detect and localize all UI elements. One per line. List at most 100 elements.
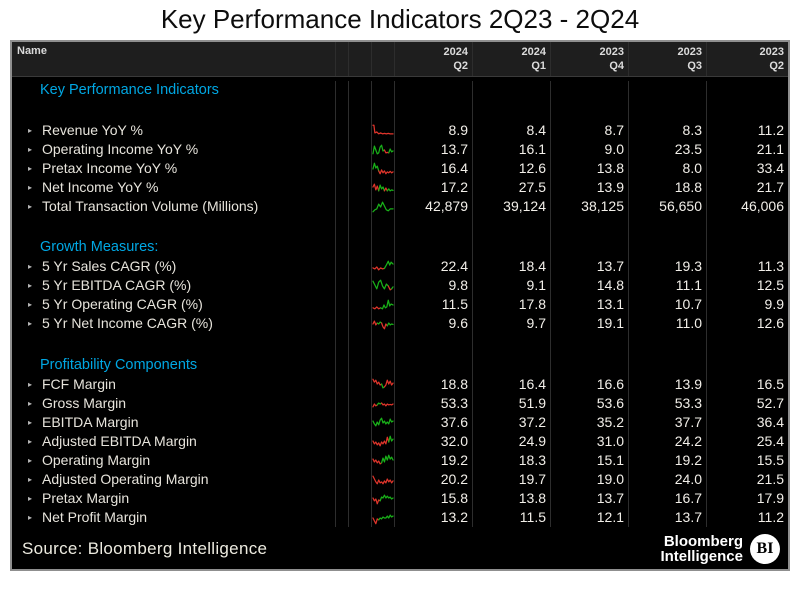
sparkline-chart <box>372 508 395 527</box>
value-cell <box>473 238 551 257</box>
value-cell: 53.3 <box>395 394 473 413</box>
table-row[interactable]: ▸ 5 Yr Net Income CAGR (%) 9.6 9.7 19.1 11.0 1… <box>12 314 788 333</box>
gap-cell <box>349 121 372 140</box>
expand-arrow-icon[interactable]: ▸ <box>28 202 33 211</box>
row-label: Operating Income YoY % <box>42 141 199 157</box>
table-row[interactable]: ▸ FCF Margin 18.8 16.4 16.6 13.9 16.5 <box>12 375 788 394</box>
value-cell: 39,124 <box>473 197 551 216</box>
row-label-cell: ▸ Operating Margin <box>12 451 336 470</box>
header-gap-col-1 <box>336 42 349 76</box>
value-cell <box>629 356 707 375</box>
value-cell <box>473 356 551 375</box>
sparkline-chart <box>372 257 395 276</box>
gap-cell <box>336 451 349 470</box>
expand-arrow-icon[interactable]: ▸ <box>28 399 33 408</box>
value-cell: 37.2 <box>473 413 551 432</box>
row-label: Adjusted EBITDA Margin <box>42 433 197 449</box>
expand-arrow-icon[interactable]: ▸ <box>28 262 33 271</box>
value-cell: 13.7 <box>551 489 629 508</box>
gap-cell <box>349 81 372 100</box>
value-cell: 13.8 <box>551 159 629 178</box>
sparkline-chart <box>372 276 395 295</box>
value-cell <box>395 81 473 100</box>
value-cell: 36.4 <box>756 414 784 430</box>
row-label-cell: ▸ EBITDA Margin <box>12 413 336 432</box>
table-row[interactable]: ▸ Net Income YoY % 17.2 27.5 13.9 18.8 21.7 <box>12 178 788 197</box>
table-row[interactable]: ▸ 5 Yr Sales CAGR (%) 22.4 18.4 13.7 19.3 11.3 <box>12 257 788 276</box>
expand-arrow-icon[interactable]: ▸ <box>28 494 33 503</box>
gap-cell <box>349 159 372 178</box>
table-row[interactable]: ▸ Pretax Income YoY % 16.4 12.6 13.8 8.0 33.4 <box>12 159 788 178</box>
row-label: 5 Yr EBITDA CAGR (%) <box>42 277 192 293</box>
expand-arrow-icon[interactable]: ▸ <box>28 380 33 389</box>
section-header-label: Profitability Components <box>40 357 198 373</box>
table-row[interactable]: ▸ Adjusted EBITDA Margin 32.0 24.9 31.0 24.2 2… <box>12 432 788 451</box>
expand-arrow-icon[interactable]: ▸ <box>28 300 33 309</box>
value-cell: 8.0 <box>629 159 707 178</box>
gap-cell <box>349 257 372 276</box>
expand-arrow-icon[interactable]: ▸ <box>28 145 33 154</box>
row-label-cell: ▸ Adjusted Operating Margin <box>12 470 336 489</box>
row-label: Adjusted Operating Margin <box>42 471 209 487</box>
value-cell: 17.8 <box>473 295 551 314</box>
value-cell: 19.2 <box>629 451 707 470</box>
column-header-2023-Q4: 2023 Q4 <box>551 42 629 76</box>
table-row[interactable]: ▸ 5 Yr EBITDA CAGR (%) 9.8 9.1 14.8 11.1 12.5 <box>12 276 788 295</box>
value-cell: 8.4 <box>473 121 551 140</box>
value-cell: 19.0 <box>551 470 629 489</box>
value-cell: 11.2 <box>757 509 784 525</box>
table-row[interactable]: ▸ Adjusted Operating Margin 20.2 19.7 19.0 24… <box>12 470 788 489</box>
value-cell <box>473 333 551 356</box>
value-cell: 19.3 <box>629 257 707 276</box>
value-cell: 51.9 <box>473 394 551 413</box>
logo-line-2: Intelligence <box>660 548 743 565</box>
table-row[interactable]: ▸ Net Profit Margin 13.2 11.5 12.1 13.7 11.2 <box>12 508 788 527</box>
value-cell: 20.2 <box>395 470 473 489</box>
gap-cell <box>349 140 372 159</box>
expand-arrow-icon[interactable]: ▸ <box>28 319 33 328</box>
value-cell: 8.7 <box>551 121 629 140</box>
value-cell <box>629 81 707 100</box>
sparkline-chart <box>372 314 395 333</box>
expand-arrow-icon[interactable]: ▸ <box>28 437 33 446</box>
logo-wordmark: Bloomberg Intelligence <box>660 534 743 564</box>
table-row[interactable]: ▸ Operating Income YoY % 13.7 16.1 9.0 23.5 21… <box>12 140 788 159</box>
row-label-cell: ▸ Adjusted EBITDA Margin <box>12 432 336 451</box>
table-row[interactable]: ▸ EBITDA Margin 37.6 37.2 35.2 37.7 36.4 <box>12 413 788 432</box>
value-cell <box>629 100 707 121</box>
value-cell: 18.8 <box>395 375 473 394</box>
gap-cell <box>336 432 349 451</box>
table-row[interactable]: ▸ Revenue YoY % 8.9 8.4 8.7 8.3 11.2 <box>12 121 788 140</box>
sparkline-chart <box>372 295 395 314</box>
expand-arrow-icon[interactable]: ▸ <box>28 183 33 192</box>
gap-cell <box>349 508 372 527</box>
gap-cell <box>349 356 372 375</box>
section-header-row: Profitability Components <box>12 356 788 375</box>
expand-arrow-icon[interactable]: ▸ <box>28 164 33 173</box>
value-cell <box>551 238 629 257</box>
expand-arrow-icon[interactable]: ▸ <box>28 418 33 427</box>
expand-arrow-icon[interactable]: ▸ <box>28 475 33 484</box>
expand-arrow-icon[interactable]: ▸ <box>28 281 33 290</box>
value-cell: 10.7 <box>629 295 707 314</box>
row-label: EBITDA Margin <box>42 414 139 430</box>
table-row[interactable]: ▸ Gross Margin 53.3 51.9 53.6 53.3 52.7 <box>12 394 788 413</box>
expand-arrow-icon[interactable]: ▸ <box>28 126 33 135</box>
gap-cell <box>349 333 372 356</box>
table-row[interactable]: ▸ Operating Margin 19.2 18.3 15.1 19.2 15.5 <box>12 451 788 470</box>
value-cell <box>707 81 788 100</box>
gap-cell <box>336 375 349 394</box>
table-row[interactable]: ▸ Pretax Margin 15.8 13.8 13.7 16.7 17.9 <box>12 489 788 508</box>
value-cell: 33.4 <box>756 160 784 176</box>
expand-arrow-icon[interactable]: ▸ <box>28 513 33 522</box>
spacer-cell <box>372 333 395 356</box>
table-row[interactable]: ▸ 5 Yr Operating CAGR (%) 11.5 17.8 13.1 10.7… <box>12 295 788 314</box>
table-row[interactable]: ▸ Total Transaction Volume (Millions) 42,8… <box>12 197 788 216</box>
source-text: Source: Bloomberg Intelligence <box>22 539 268 558</box>
expand-arrow-icon[interactable]: ▸ <box>28 456 33 465</box>
value-cell: 24.2 <box>629 432 707 451</box>
value-cell <box>707 216 788 238</box>
gap-cell <box>336 333 349 356</box>
gap-cell <box>349 489 372 508</box>
value-cell <box>395 333 473 356</box>
